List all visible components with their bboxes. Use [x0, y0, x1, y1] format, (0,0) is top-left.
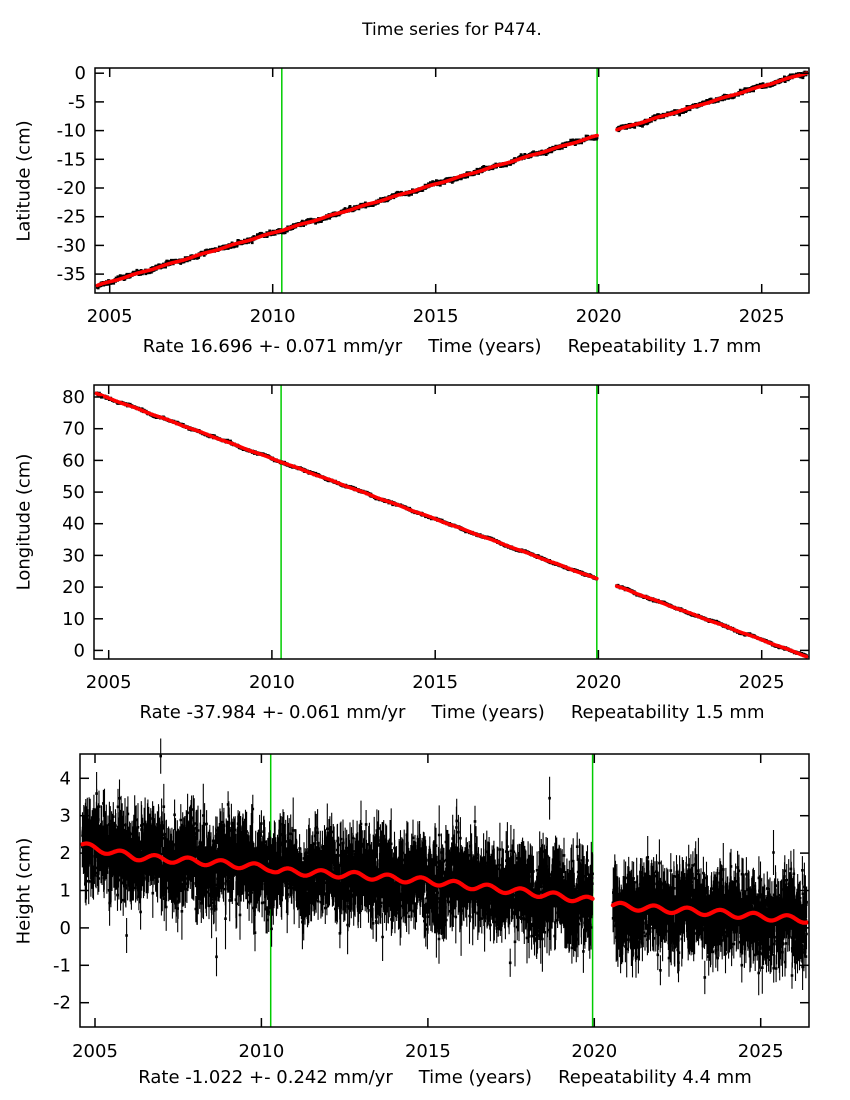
trend-line-longitude — [94, 391, 599, 581]
x-tick-label: 2020 — [575, 672, 621, 693]
y-tick-label: 2 — [60, 843, 71, 864]
time-axis-text-latitude: Time (years) — [428, 336, 542, 357]
trend-line-latitude — [615, 71, 809, 132]
y-tick-label: 70 — [62, 419, 85, 440]
x-tick-label: 2010 — [238, 1041, 284, 1062]
x-tick-label: 2010 — [249, 672, 295, 693]
y-tick-label: 4 — [60, 768, 71, 789]
y-tick-label: 1 — [60, 881, 71, 902]
y-tick-label: 3 — [60, 806, 71, 827]
x-tick-label: 2020 — [576, 306, 622, 327]
plot-border — [93, 384, 810, 660]
time-axis-text-height: Time (years) — [418, 1067, 533, 1088]
x-tick-label: 2020 — [571, 1041, 617, 1062]
x-tick-label: 2015 — [405, 1041, 451, 1062]
y-tick-label: 10 — [62, 609, 85, 630]
y-tick-label: 0 — [60, 918, 71, 939]
x-tick-label: 2025 — [739, 306, 785, 327]
rate-text-latitude: Rate 16.696 +- 0.071 mm/yr — [142, 336, 403, 357]
panel-latitude: 2005 2010 2015 2020 2025 0 -5 -10 -15 -20 -25 -30 -3… — [57, 63, 810, 327]
y-tick-label: 20 — [62, 577, 85, 598]
trend-line-latitude — [95, 133, 599, 288]
time-axis-text-longitude: Time (years) — [431, 702, 545, 723]
y-tick-label: 40 — [62, 514, 85, 535]
data-points-height — [81, 754, 808, 979]
repeatability-text-latitude: Repeatability 1.7 mm — [567, 336, 762, 357]
y-axis-label-height: Height (cm) — [13, 837, 35, 945]
x-tick-label: 2005 — [72, 1041, 118, 1062]
y-tick-label: -2 — [53, 993, 71, 1014]
y-tick-label: 0 — [74, 640, 85, 661]
y-tick-label: -15 — [57, 149, 86, 170]
x-axis-caption-latitude: Rate 16.696 +- 0.071 mm/yr Time (years) … — [143, 336, 761, 357]
y-tick-label: 0 — [75, 63, 86, 84]
y-tick-label: -20 — [57, 178, 86, 199]
y-tick-label: -35 — [57, 264, 86, 285]
y-tick-label: 80 — [62, 387, 85, 408]
trend-line-height — [610, 900, 809, 925]
y-tick-label: -5 — [68, 92, 86, 113]
x-tick-label: 2025 — [739, 672, 785, 693]
x-tick-label: 2005 — [87, 306, 133, 327]
x-tick-label: 2015 — [413, 306, 459, 327]
y-tick-label: 50 — [62, 482, 85, 503]
y-axis-label-longitude: Longitude (cm) — [13, 453, 35, 591]
y-tick-label: -1 — [53, 955, 71, 976]
x-tick-label: 2005 — [86, 672, 132, 693]
x-tick-label: 2025 — [738, 1041, 784, 1062]
y-axis-label-latitude: Latitude (cm) — [13, 120, 35, 242]
panel-height: 2005 2010 2015 2020 2025 4 3 2 1 0 -1 -2 — [53, 738, 810, 1062]
rate-text-height: Rate -1.022 +- 0.242 mm/yr — [138, 1067, 393, 1088]
x-axis-caption-longitude: Rate -37.984 +- 0.061 mm/yr Time (years)… — [140, 702, 765, 723]
trend-line-longitude — [614, 584, 809, 659]
trend-line-height — [80, 841, 595, 904]
x-tick-label: 2010 — [250, 306, 296, 327]
plot-border — [94, 67, 810, 294]
rate-text-longitude: Rate -37.984 +- 0.061 mm/yr — [139, 702, 406, 723]
repeatability-text-height: Repeatability 4.4 mm — [558, 1067, 752, 1088]
x-tick-label: 2015 — [412, 672, 458, 693]
y-tick-label: -30 — [57, 235, 86, 256]
repeatability-text-longitude: Repeatability 1.5 mm — [570, 702, 765, 723]
chart-title: Time series for P474. — [362, 20, 542, 40]
x-axis-caption-height: Rate -1.022 +- 0.242 mm/yr Time (years) … — [138, 1067, 752, 1088]
y-tick-label: -10 — [57, 121, 86, 142]
y-tick-label: -25 — [57, 207, 86, 228]
y-tick-label: 30 — [62, 545, 85, 566]
y-tick-label: 60 — [62, 450, 85, 471]
